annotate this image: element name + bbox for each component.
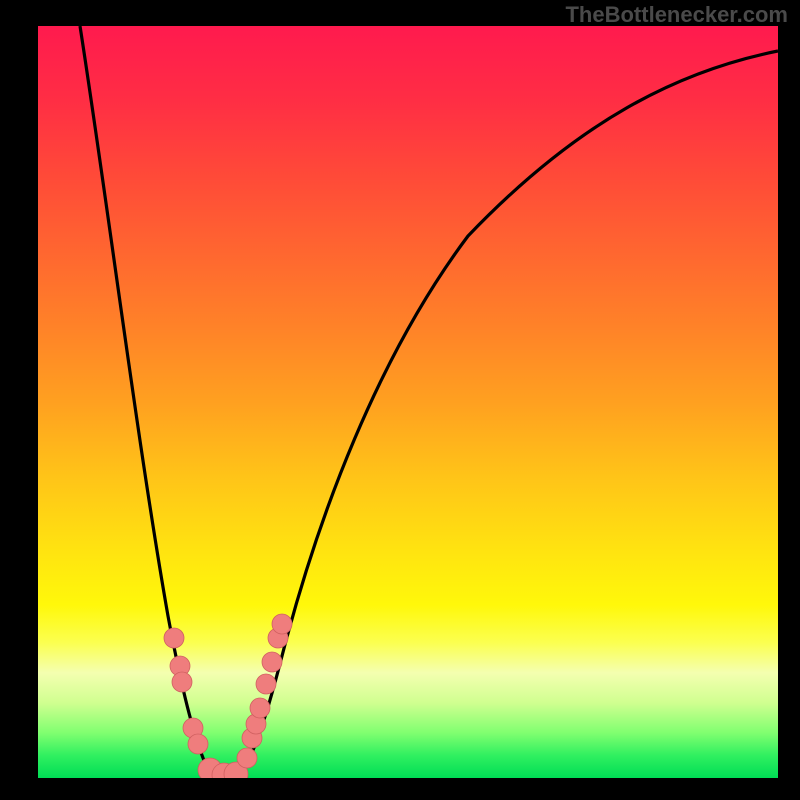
curve-overlay [38,26,778,778]
data-marker [256,674,276,694]
plot-area [38,26,778,778]
watermark-text: TheBottlenecker.com [565,2,788,28]
data-marker [172,672,192,692]
data-marker [262,652,282,672]
data-marker [164,628,184,648]
right-curve [236,51,778,778]
data-marker [188,734,208,754]
data-marker [237,748,257,768]
data-marker [250,698,270,718]
chart-container: TheBottlenecker.com [0,0,800,800]
left-curve [80,26,224,778]
data-marker [272,614,292,634]
